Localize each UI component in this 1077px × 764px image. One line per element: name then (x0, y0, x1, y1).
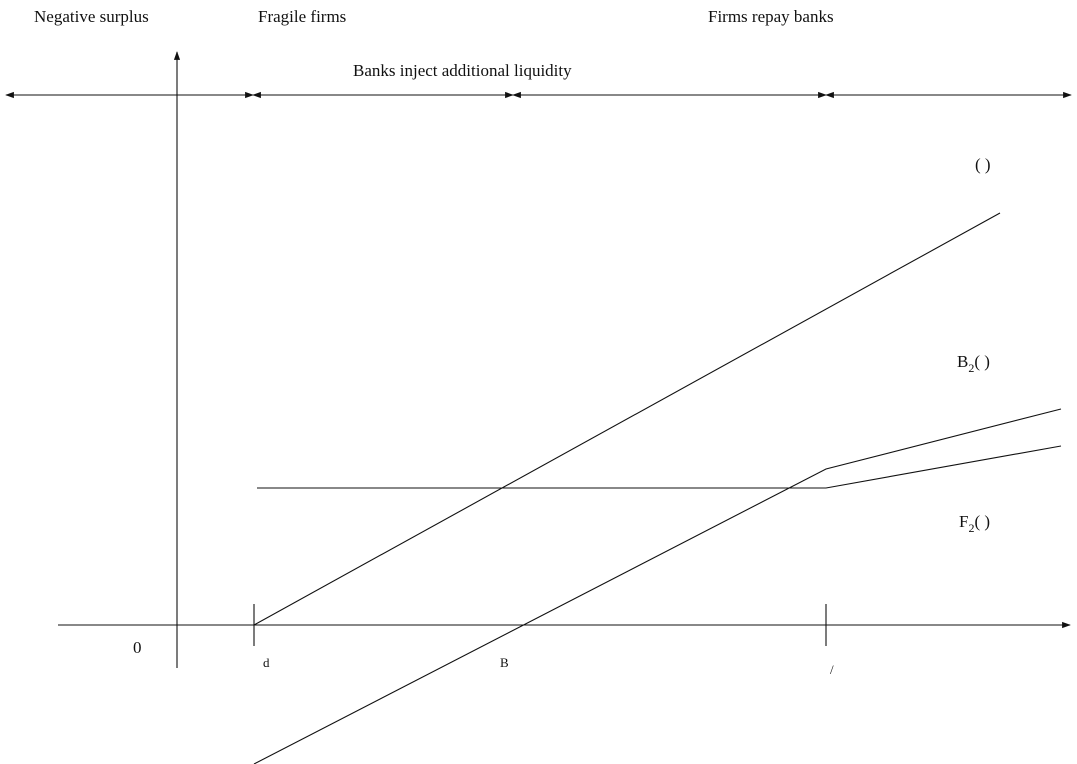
region-label-firms-repay: Firms repay banks (708, 7, 834, 26)
tick-label-B: B (500, 655, 509, 670)
total-surplus-line (253, 212, 1001, 626)
origin-label: 0 (133, 638, 142, 657)
tick-label-slash: / (830, 662, 834, 677)
region-label-negative-surplus: Negative surplus (34, 7, 149, 26)
f2-curve (257, 445, 1062, 489)
tick-label-d: d (263, 655, 270, 670)
region-label-banks-inject: Banks inject additional liquidity (353, 61, 572, 80)
curve-label-b2: B2( ) (957, 352, 990, 375)
curve-label-top: ( ) (975, 155, 991, 174)
b2-curve (253, 408, 1062, 764)
region-label-fragile-firms: Fragile firms (258, 7, 346, 26)
curve-label-f2: F2( ) (959, 512, 990, 535)
